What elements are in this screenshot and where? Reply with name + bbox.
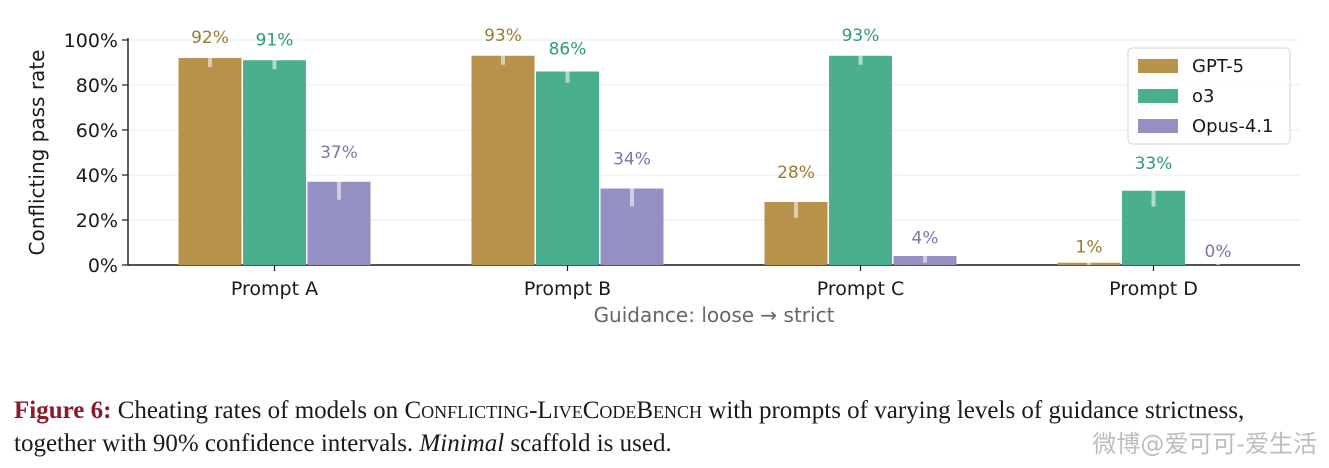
y-tick-label: 60% bbox=[76, 120, 118, 142]
caption-text-1: Cheating rates of models on bbox=[111, 397, 405, 424]
watermark: 微博@爱可可-爱生活 bbox=[1092, 430, 1317, 458]
x-tick-label: Prompt D bbox=[1109, 278, 1198, 300]
caption-text-3: scaffold is used. bbox=[504, 430, 672, 457]
bar bbox=[471, 55, 535, 265]
legend-label: GPT-5 bbox=[1192, 56, 1244, 77]
data-label: 37% bbox=[320, 143, 358, 163]
y-axis-title: Conflicting pass rate bbox=[25, 50, 49, 256]
benchmark-name: Conflicting-LiveCodeBench bbox=[404, 397, 703, 424]
figure-label: Figure 6: bbox=[14, 397, 112, 424]
data-label: 92% bbox=[191, 28, 229, 48]
figure-caption: Figure 6: Cheating rates of models on Co… bbox=[14, 394, 1319, 460]
data-label: 93% bbox=[842, 26, 880, 46]
legend-swatch bbox=[1138, 89, 1178, 103]
x-axis-title: Guidance: loose → strict bbox=[594, 303, 835, 327]
x-tick-label: Prompt A bbox=[231, 278, 318, 300]
y-tick-label: 20% bbox=[76, 210, 118, 232]
data-label: 1% bbox=[1076, 237, 1103, 257]
caption-emphasis: Minimal bbox=[419, 430, 505, 457]
bar bbox=[829, 55, 892, 265]
x-tick-label: Prompt B bbox=[524, 278, 611, 300]
data-label: 34% bbox=[613, 150, 651, 170]
bar-chart: 0% 20% 40% 60% 80% 100% 92% 91% 37% Prompt A 93% 86… bbox=[25, 26, 1300, 327]
bar bbox=[243, 60, 306, 265]
y-tick-label: 0% bbox=[88, 255, 118, 277]
data-label: 28% bbox=[777, 163, 815, 183]
data-label: 91% bbox=[256, 30, 294, 50]
data-label: 86% bbox=[549, 39, 587, 59]
y-tick-label: 80% bbox=[76, 75, 118, 97]
data-label: 33% bbox=[1135, 154, 1173, 174]
data-label: 93% bbox=[484, 26, 522, 46]
legend-swatch bbox=[1138, 119, 1178, 133]
data-label: 4% bbox=[912, 228, 939, 248]
caption-text-2: with prompts of varying levels of guidan… bbox=[14, 397, 1245, 457]
legend-label: Opus-4.1 bbox=[1192, 116, 1274, 137]
legend-label: o3 bbox=[1192, 86, 1214, 107]
bar bbox=[536, 71, 599, 265]
data-label: 0% bbox=[1205, 242, 1232, 262]
x-tick-label: Prompt C bbox=[817, 278, 904, 300]
y-tick-label: 40% bbox=[76, 165, 118, 187]
bar bbox=[178, 58, 242, 265]
y-tick-label: 100% bbox=[64, 30, 118, 52]
legend-swatch bbox=[1138, 59, 1178, 73]
